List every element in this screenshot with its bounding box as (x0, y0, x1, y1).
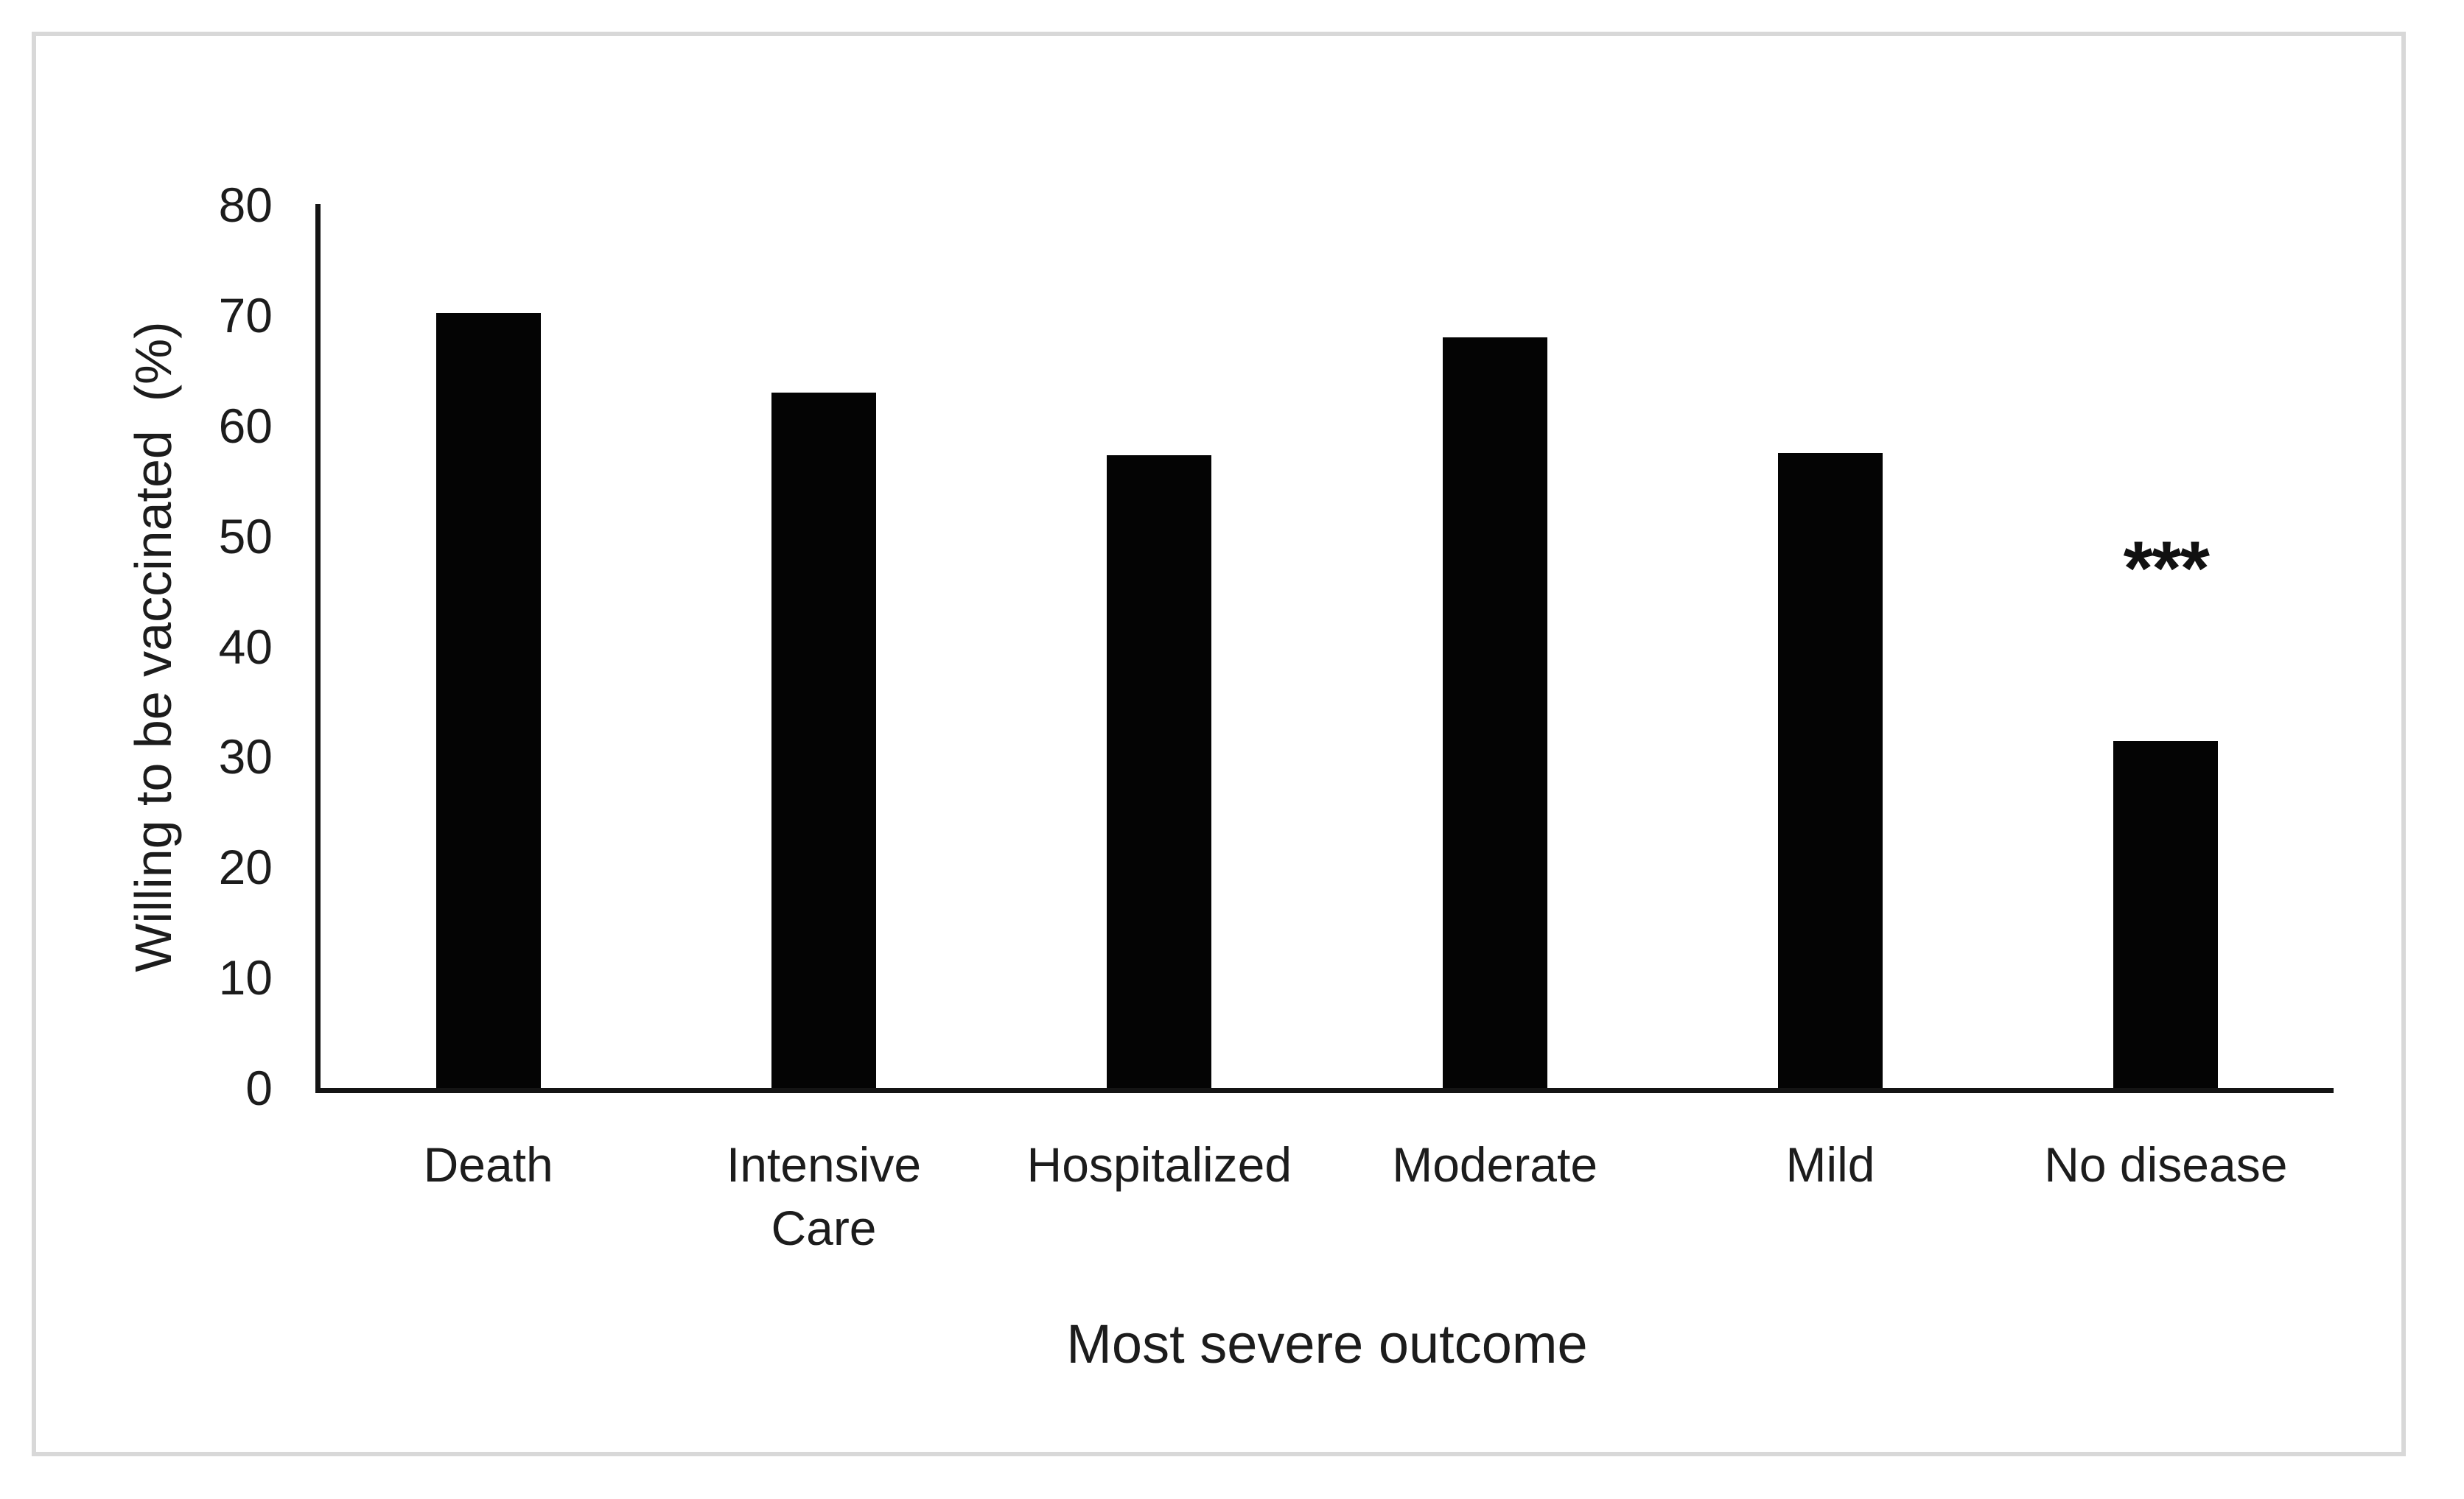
bar-mild (1777, 453, 1883, 1088)
y-axis-title: Willing to be vaccinated (%) (125, 321, 182, 972)
y-tick-label-20: 20 (218, 840, 273, 894)
category-label-mild: Mild (1785, 1137, 1875, 1192)
bars-row: *** (321, 205, 2334, 1088)
significance-stars: *** (2123, 526, 2210, 611)
x-label-cell-hospitalized: Hospitalized (992, 1133, 1327, 1260)
plot-area: *** 0 10 20 30 40 50 60 70 80 (219, 180, 2334, 1112)
bar-slot-no-disease: *** (1998, 205, 2334, 1088)
x-label-cell-moderate: Moderate (1327, 1133, 1662, 1260)
y-tick-label-50: 50 (218, 509, 273, 564)
bar-death (435, 313, 541, 1088)
bar-slot-death (321, 205, 656, 1088)
y-tick-label-80: 80 (218, 178, 273, 232)
bar-slot-moderate (1327, 205, 1662, 1088)
bar-intensive-care (771, 393, 876, 1088)
category-label-hospitalized: Hospitalized (1026, 1137, 1292, 1192)
y-tick-label-40: 40 (218, 619, 273, 674)
bar-slot-hospitalized (992, 205, 1327, 1088)
bar-hospitalized (1107, 455, 1212, 1088)
x-label-cell-intensive-care: Intensive Care (656, 1133, 991, 1260)
x-axis-line (315, 1088, 2334, 1093)
bar-moderate (1442, 337, 1547, 1088)
x-axis-title: Most severe outcome (1066, 1313, 1588, 1375)
y-tick-label-30: 30 (218, 729, 273, 784)
category-label-moderate: Moderate (1392, 1137, 1598, 1192)
x-label-cell-death: Death (321, 1133, 656, 1260)
category-label-intensive-care: Intensive Care (726, 1137, 922, 1255)
y-tick-label-70: 70 (218, 288, 273, 343)
figure-border (32, 32, 2406, 1456)
bar-slot-mild (1662, 205, 1998, 1088)
y-tick-label-10: 10 (218, 950, 273, 1005)
bar-slot-intensive-care (656, 205, 991, 1088)
category-label-no-disease: No disease (2044, 1137, 2288, 1192)
bar-no-disease (2113, 741, 2219, 1088)
y-tick-label-60: 60 (218, 399, 273, 453)
y-tick-label-0: 0 (245, 1061, 273, 1115)
x-label-cell-mild: Mild (1662, 1133, 1998, 1260)
category-label-death: Death (423, 1137, 553, 1192)
y-axis-line (315, 204, 321, 1093)
x-axis-category-labels: Death Intensive Care Hospitalized Moderate M… (321, 1133, 2334, 1260)
x-label-cell-no-disease: No disease (1998, 1133, 2334, 1260)
